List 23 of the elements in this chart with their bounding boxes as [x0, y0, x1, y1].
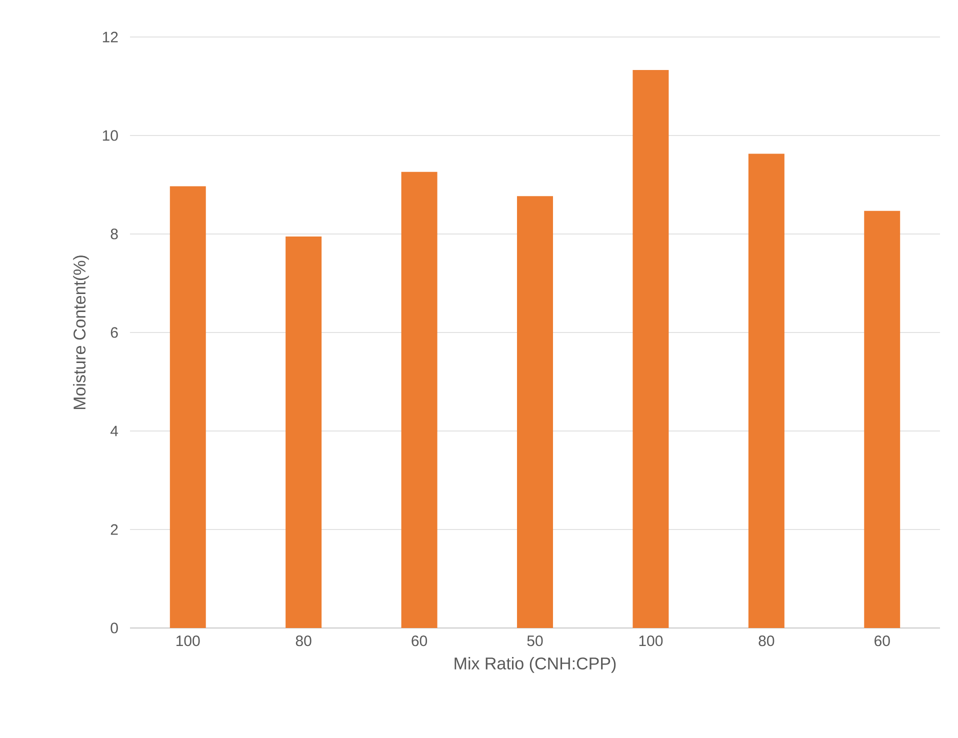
bar [864, 210, 900, 628]
x-tick-label: 80 [758, 636, 774, 646]
y-tick-label: 12 [102, 32, 118, 42]
bar [286, 236, 322, 628]
x-tick-label: 60 [874, 636, 890, 646]
x-tick-label: 100 [639, 636, 663, 646]
bar [170, 186, 206, 628]
y-axis-title: Moisture Content(%) [73, 256, 89, 410]
bar [748, 154, 784, 628]
x-tick-label: 100 [176, 636, 200, 646]
y-tick-label: 8 [110, 228, 118, 240]
y-tick-label: 6 [110, 327, 118, 338]
bar [517, 196, 554, 628]
x-axis-title: Mix Ratio (CNH:CPP) [454, 657, 616, 673]
y-tick-label: 10 [102, 130, 118, 141]
y-tick-label: 4 [110, 426, 118, 436]
bar [632, 70, 669, 628]
x-tick-label: 50 [527, 636, 543, 646]
x-tick-label: 80 [296, 636, 312, 646]
x-tick-label: 60 [412, 636, 428, 646]
y-tick-label: 2 [110, 524, 118, 535]
bar [401, 172, 438, 628]
y-tick-label: 0 [110, 622, 118, 634]
